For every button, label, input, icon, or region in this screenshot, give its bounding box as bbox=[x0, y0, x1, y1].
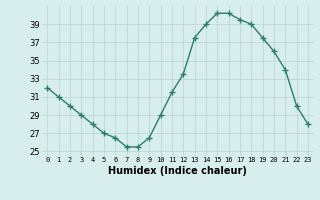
X-axis label: Humidex (Indice chaleur): Humidex (Indice chaleur) bbox=[108, 166, 247, 176]
